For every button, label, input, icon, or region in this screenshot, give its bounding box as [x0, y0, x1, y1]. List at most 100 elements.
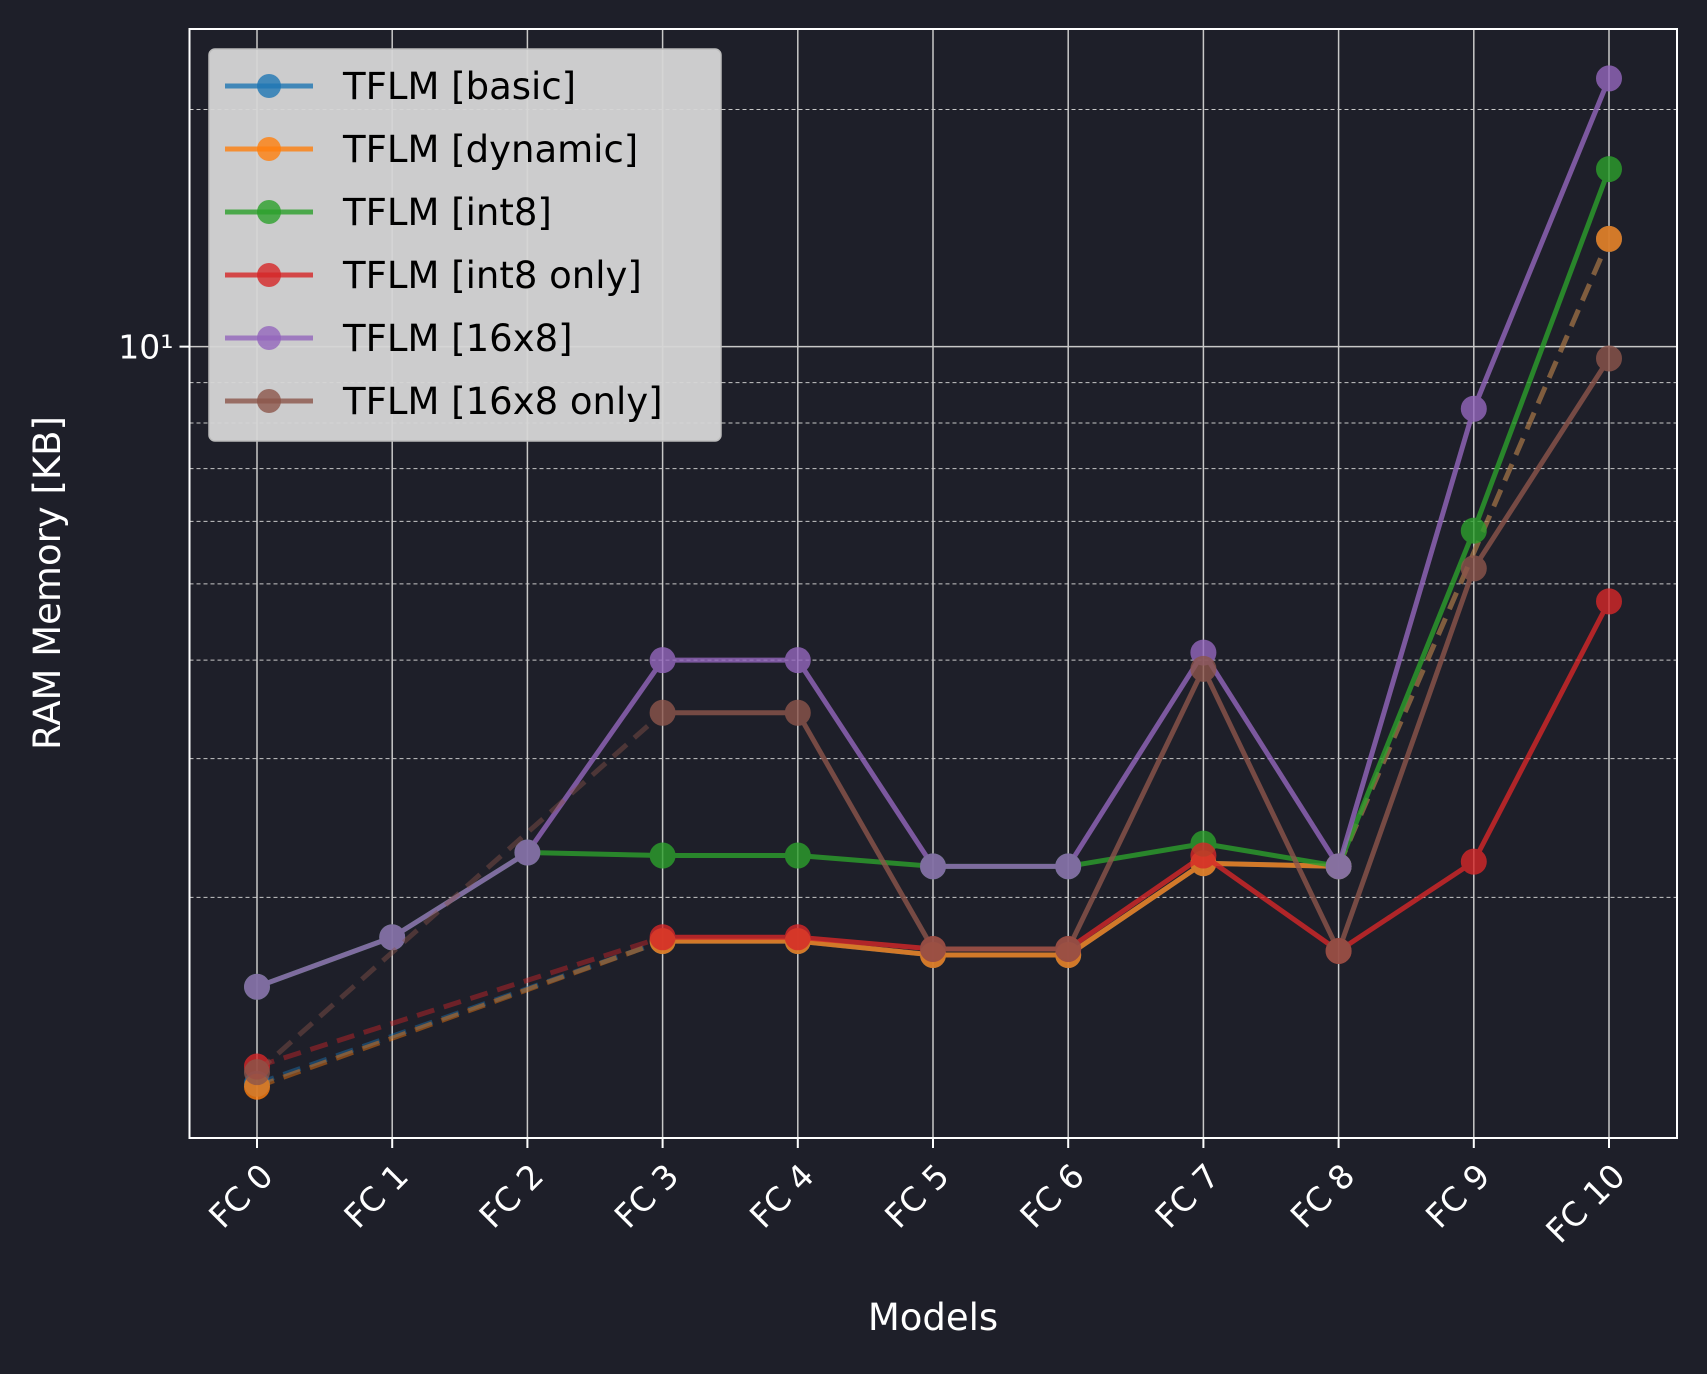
data-point — [784, 924, 811, 951]
legend-label: TFLM [basic] — [342, 65, 576, 108]
series-line-segment — [1067, 841, 1204, 869]
legend-marker — [257, 389, 281, 413]
x-tick-label: FC 8 — [1283, 1156, 1363, 1236]
legend-box — [208, 48, 722, 442]
series-tflm-16x8-only- — [244, 345, 1622, 1086]
series-line-segment — [797, 934, 934, 952]
x-ticks: FC 0 FC 1 FC 2 FC 3 FC 4 FC 5 FC 6 FC 7 FC 8 FC 9… — [201, 1138, 1633, 1250]
y-ticks: 10¹ — [118, 328, 190, 367]
series-line-segment — [1336, 567, 1477, 952]
series-gap-dashed-line — [256, 938, 664, 1090]
data-point — [649, 647, 676, 674]
series-line-segment — [1471, 600, 1612, 863]
data-point — [1325, 853, 1352, 880]
legend-marker — [257, 326, 281, 350]
series-line-segment — [1471, 168, 1612, 532]
data-point — [379, 924, 406, 951]
series-line-segment — [1066, 853, 1205, 952]
legend-item: TFLM [int8 only] — [225, 254, 642, 297]
data-point — [514, 839, 541, 866]
legend-marker — [257, 137, 281, 161]
series-line-segment — [797, 938, 934, 958]
data-point — [784, 699, 811, 726]
x-tick-label: FC 5 — [877, 1156, 957, 1236]
x-tick-label: FC 4 — [742, 1156, 822, 1236]
series-line-segment — [797, 853, 934, 869]
legend-label: TFLM [int8] — [342, 191, 552, 234]
legend-label: TFLM [int8 only] — [342, 254, 642, 297]
legend-item: TFLM [16x8 only] — [225, 380, 663, 423]
x-tick-label: FC 7 — [1147, 1156, 1227, 1236]
data-point — [1055, 935, 1082, 962]
series-line-segment — [1202, 841, 1340, 869]
data-point — [1460, 848, 1487, 875]
series-gap-dashed-line — [1336, 237, 1612, 868]
series-lines — [244, 65, 1622, 1100]
legend-marker — [257, 200, 281, 224]
data-point — [1460, 395, 1487, 422]
series-line-segment — [1336, 529, 1477, 868]
series-line-segment — [525, 658, 665, 854]
x-tick-label: FC 3 — [607, 1156, 687, 1236]
x-tick-label: FC 2 — [471, 1156, 551, 1236]
data-point — [920, 853, 946, 880]
data-point — [1596, 225, 1622, 252]
data-point — [784, 647, 811, 674]
legend-label: TFLM [16x8 only] — [342, 380, 663, 423]
data-point — [1460, 517, 1487, 544]
data-point — [649, 924, 676, 951]
series-line-segment — [256, 934, 394, 990]
x-tick-label: FC 1 — [336, 1156, 416, 1236]
series-line-segment — [795, 658, 936, 868]
series-line-segment — [1065, 667, 1206, 951]
series-line-segment — [795, 711, 936, 951]
series-line-segment — [1201, 853, 1341, 954]
data-point — [1596, 65, 1622, 92]
data-point — [649, 842, 676, 869]
x-tick-label: FC 9 — [1418, 1156, 1498, 1236]
series-line-segment — [1201, 667, 1341, 953]
series-gap-dashed-line — [255, 710, 665, 1075]
data-point — [1596, 156, 1622, 183]
series-line-segment — [1337, 859, 1476, 954]
x-tick-label: FC 6 — [1012, 1156, 1092, 1236]
series-line-segment — [1066, 651, 1206, 868]
x-axis-label: Models — [868, 1296, 998, 1339]
data-point — [244, 1059, 270, 1086]
series-line-segment — [1336, 408, 1477, 868]
legend-item: TFLM [16x8] — [225, 317, 573, 360]
data-point — [1596, 588, 1622, 615]
legend-item: TFLM [dynamic] — [225, 128, 638, 171]
series-line-segment — [1201, 651, 1341, 868]
data-point — [1190, 655, 1217, 682]
series-line-segment — [527, 850, 663, 859]
x-tick-label: FC 0 — [201, 1156, 281, 1236]
legend-item: TFLM [int8] — [225, 191, 552, 234]
x-tick-label: FC 10 — [1538, 1156, 1632, 1250]
y-tick-label: 10¹ — [118, 328, 173, 367]
data-point — [784, 842, 811, 869]
series-gap-dashed-line — [256, 934, 664, 1069]
data-point — [1596, 345, 1622, 372]
data-point — [1460, 555, 1487, 582]
legend-label: TFLM [dynamic] — [342, 128, 638, 171]
data-point — [1055, 853, 1082, 880]
y-axis-label: RAM Memory [KB] — [26, 416, 69, 750]
series-line-segment — [1471, 77, 1612, 410]
series-gap-dashed-line — [256, 938, 664, 1087]
data-point — [649, 699, 676, 726]
series-line-segment — [1203, 860, 1339, 869]
legend-label: TFLM [16x8] — [342, 317, 573, 360]
data-point — [1190, 842, 1217, 869]
legend-marker — [257, 263, 281, 287]
series-tflm-16x8- — [244, 65, 1622, 1000]
series-gap-dashed-line — [1336, 237, 1612, 868]
legend: TFLM [basic] TFLM [dynamic] TFLM [int8] TFL… — [208, 48, 722, 442]
data-point — [920, 935, 946, 962]
data-point — [1325, 937, 1352, 964]
series-line-segment — [1471, 357, 1612, 570]
legend-marker — [257, 74, 281, 98]
series-line-segment — [390, 850, 529, 940]
grid — [189, 29, 1677, 1138]
